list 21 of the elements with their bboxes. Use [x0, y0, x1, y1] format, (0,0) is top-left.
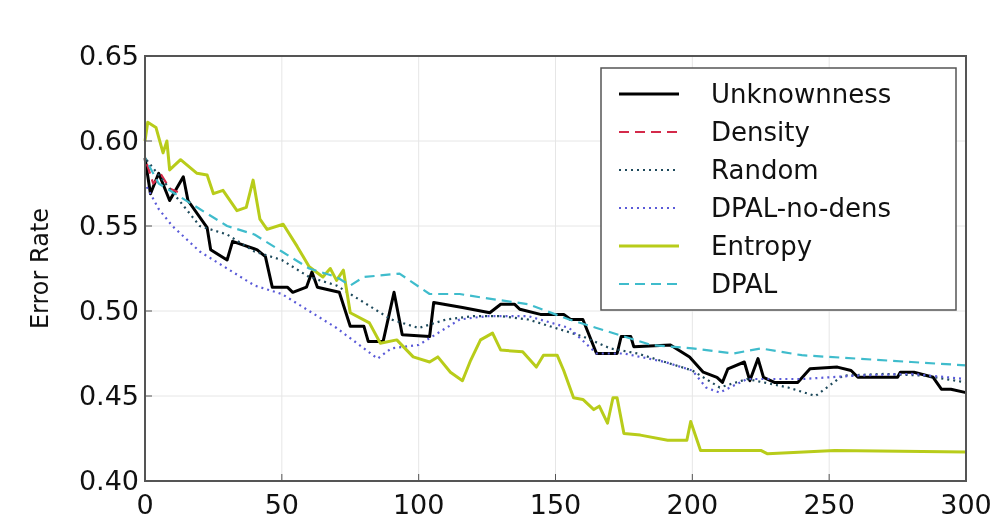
y-tick-label: 0.65	[78, 40, 139, 72]
x-tick-label: 50	[264, 489, 300, 518]
x-tick-label: 200	[666, 489, 719, 518]
legend-label: DPAL-no-dens	[711, 193, 892, 224]
legend-label: Density	[711, 117, 810, 148]
legend-label: Random	[711, 155, 819, 186]
x-tick-label: 250	[803, 489, 855, 518]
x-tick-label: 0	[136, 489, 154, 518]
y-tick-label: 0.45	[78, 380, 139, 412]
y-tick-label: 0.50	[78, 295, 139, 327]
x-tick-label: 150	[529, 489, 582, 518]
y-tick-label: 0.40	[78, 465, 139, 497]
x-tick-label: 100	[392, 489, 445, 518]
legend-label: Unknownness	[711, 79, 892, 110]
legend-label: Entropy	[711, 231, 813, 262]
y-axis-title: Error Rate	[26, 207, 54, 330]
y-tick-label: 0.55	[78, 210, 139, 242]
legend-label: DPAL	[711, 269, 778, 300]
x-tick-label: 300	[940, 489, 992, 518]
line-series	[143, 120, 968, 456]
y-tick-label: 0.60	[78, 125, 139, 157]
